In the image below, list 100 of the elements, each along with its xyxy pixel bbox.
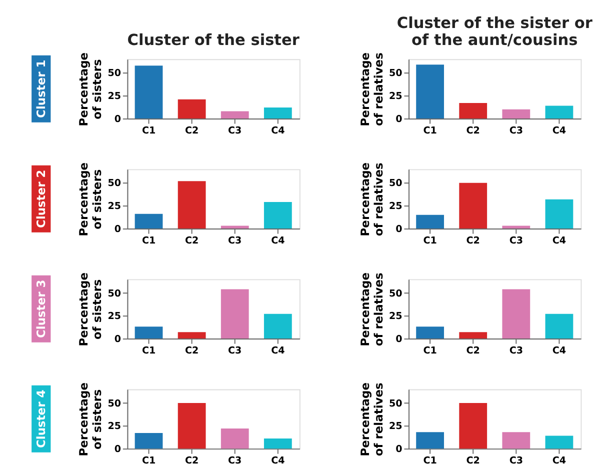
y-tick-label: 25 (108, 91, 122, 102)
x-tick-label: C1 (142, 235, 156, 246)
x-tick-label: C2 (466, 125, 480, 136)
y-tick-label: 50 (108, 68, 122, 80)
y-tick-label: 50 (108, 178, 122, 190)
bar (545, 199, 574, 229)
bar (220, 289, 249, 339)
y-axis-title: Percentage of relatives (358, 162, 386, 236)
y-axis-title: Percentage of sisters (76, 52, 104, 126)
bar (416, 432, 444, 449)
x-tick-label: C2 (184, 455, 199, 466)
y-axis-title: Percentage of relatives (358, 382, 386, 456)
bar (416, 214, 444, 229)
chart-title: Cluster of the sister or of the aunt/cousins (396, 14, 593, 50)
bar (545, 314, 574, 339)
y-tick-label: 50 (389, 398, 403, 410)
y-tick-label: 25 (108, 421, 122, 432)
y-axis-title: Percentage of sisters (76, 382, 104, 456)
bar (459, 332, 488, 339)
y-tick-label: 25 (389, 421, 402, 432)
bar (545, 436, 574, 449)
text: Cluster 1 (34, 60, 48, 118)
bar (264, 314, 292, 339)
bar (459, 102, 488, 118)
x-tick-label: C2 (184, 345, 199, 356)
y-tick-label: 50 (108, 398, 122, 410)
x-tick-label: C3 (228, 345, 242, 356)
x-tick-label: C3 (509, 455, 523, 466)
y-tick-label: 25 (108, 311, 122, 322)
x-tick-label: C4 (552, 455, 566, 466)
y-tick-label: 50 (108, 288, 122, 300)
y-axis-title: Percentage of sisters (76, 272, 104, 346)
x-tick-label: C2 (184, 235, 199, 246)
x-tick-label: C1 (423, 455, 437, 466)
bar (502, 226, 530, 229)
y-axis-title: Percentage of relatives (358, 272, 386, 346)
y-axis-title: Percentage of sisters (76, 162, 104, 236)
y-tick-label: 50 (389, 68, 403, 80)
bar (134, 326, 163, 339)
x-tick-label: C4 (271, 455, 286, 466)
y-tick-label: 0 (396, 334, 403, 345)
text: Cluster 2 (34, 170, 48, 228)
y-tick-label: 25 (389, 91, 402, 102)
x-tick-label: C1 (142, 455, 156, 466)
y-tick-label: 50 (389, 178, 403, 190)
bar (178, 332, 206, 339)
x-tick-label: C4 (552, 345, 566, 356)
x-tick-label: C1 (423, 235, 437, 246)
bar (220, 428, 249, 449)
x-tick-label: C4 (271, 125, 286, 136)
bar (545, 106, 574, 118)
bar (178, 402, 206, 449)
x-tick-label: C3 (228, 235, 242, 246)
bar (134, 214, 163, 229)
x-tick-label: C3 (509, 235, 523, 246)
x-tick-label: C2 (466, 455, 480, 466)
y-tick-label: 50 (389, 288, 403, 300)
x-tick-label: C1 (423, 345, 437, 356)
bar (178, 181, 206, 229)
x-tick-label: C3 (509, 125, 523, 136)
y-tick-label: 0 (114, 444, 122, 455)
x-tick-label: C4 (552, 125, 566, 136)
bar (416, 326, 444, 339)
y-tick-label: 0 (114, 334, 122, 345)
bar (264, 202, 292, 229)
bar (459, 402, 488, 449)
bar (416, 64, 444, 118)
y-axis-title: Percentage of relatives (358, 52, 386, 126)
x-tick-label: C1 (142, 125, 156, 136)
x-tick-label: C2 (184, 125, 199, 136)
x-tick-label: C1 (423, 125, 437, 136)
x-tick-label: C2 (466, 235, 480, 246)
y-tick-label: 0 (396, 444, 403, 455)
bar (134, 66, 163, 118)
x-tick-label: C2 (466, 345, 480, 356)
y-tick-label: 25 (389, 201, 402, 212)
text: Cluster 3 (34, 280, 48, 338)
text: Cluster 4 (34, 390, 48, 448)
bar (264, 438, 292, 449)
bar (264, 108, 292, 118)
x-tick-label: C4 (271, 235, 286, 246)
y-tick-label: 0 (396, 224, 403, 235)
y-tick-label: 0 (114, 224, 122, 235)
bar (502, 432, 530, 449)
y-tick-label: 0 (114, 114, 122, 125)
bar (502, 109, 530, 118)
x-tick-label: C4 (552, 235, 566, 246)
x-tick-label: C3 (509, 345, 523, 356)
x-tick-label: C4 (271, 345, 286, 356)
bar (502, 289, 530, 339)
y-tick-label: 25 (108, 201, 122, 212)
y-tick-label: 25 (389, 311, 402, 322)
bar (459, 182, 488, 229)
bar (220, 226, 249, 229)
x-tick-label: C3 (228, 125, 242, 136)
bar (220, 111, 249, 118)
bar (178, 99, 206, 118)
bar (134, 433, 163, 449)
chart-title: Cluster of the sister (127, 31, 300, 50)
x-tick-label: C3 (228, 455, 242, 466)
